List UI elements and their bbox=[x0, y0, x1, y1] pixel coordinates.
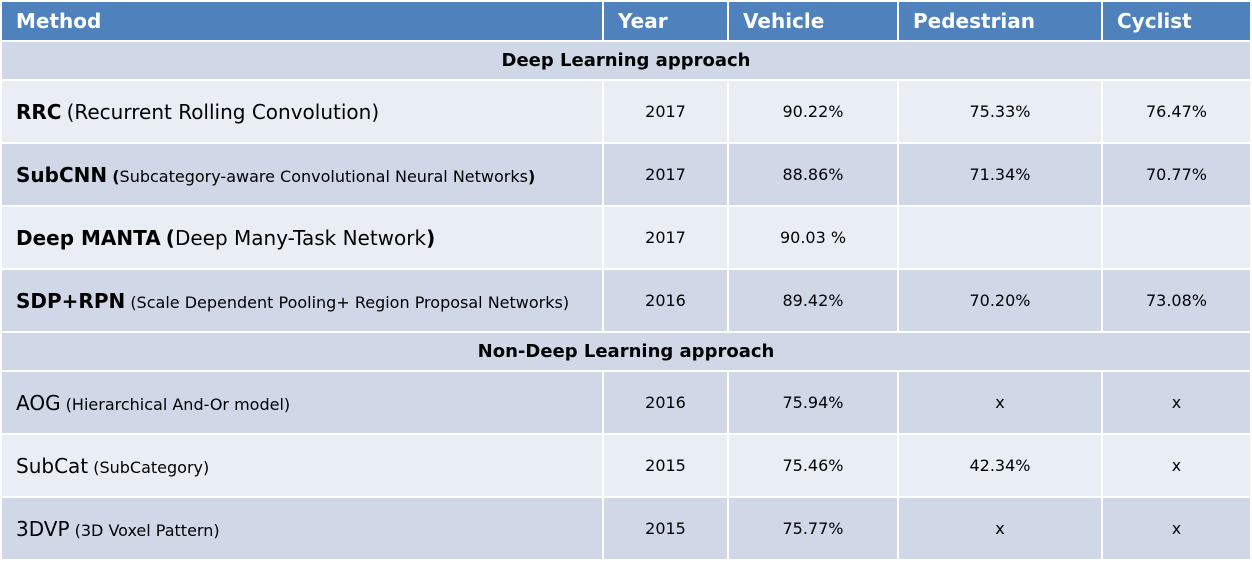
pedestrian-cell: x bbox=[897, 496, 1103, 561]
year-cell: 2015 bbox=[602, 433, 729, 498]
results-table: Method Year Vehicle Pedestrian Cyclist D… bbox=[0, 0, 1252, 561]
year-cell: 2016 bbox=[602, 268, 729, 333]
method-cell: AOG (Hierarchical And-Or model) bbox=[0, 370, 604, 435]
year-cell: 2017 bbox=[602, 205, 729, 270]
method-cell: RRC (Recurrent Rolling Convolution) bbox=[0, 79, 604, 144]
year-cell: 2016 bbox=[602, 370, 729, 435]
method-name: SubCNN bbox=[16, 162, 108, 187]
method-description: (Scale Dependent Pooling+ Region Proposa… bbox=[130, 292, 570, 312]
method-description-open: ( bbox=[112, 166, 120, 186]
method-name: Deep MANTA bbox=[16, 225, 161, 250]
pedestrian-cell: 42.34% bbox=[897, 433, 1103, 498]
vehicle-cell: 90.03 % bbox=[727, 205, 899, 270]
column-header-year: Year bbox=[602, 0, 729, 42]
pedestrian-cell: 75.33% bbox=[897, 79, 1103, 144]
method-name: RRC bbox=[16, 99, 62, 124]
method-name: SubCat bbox=[16, 453, 89, 478]
method-cell: SubCNN (Subcategory-aware Convolutional … bbox=[0, 142, 604, 207]
vehicle-cell: 88.86% bbox=[727, 142, 899, 207]
section-row-deep-learning: Deep Learning approach bbox=[0, 40, 1252, 81]
method-description: (Recurrent Rolling Convolution) bbox=[66, 99, 380, 124]
method-description: (SubCategory) bbox=[93, 457, 210, 477]
year-cell: 2017 bbox=[602, 142, 729, 207]
cyclist-cell: x bbox=[1101, 496, 1252, 561]
table-row: SDP+RPN (Scale Dependent Pooling+ Region… bbox=[0, 268, 1252, 333]
method-description: Subcategory-aware Convolutional Neural N… bbox=[119, 166, 528, 186]
cyclist-cell: 76.47% bbox=[1101, 79, 1252, 144]
method-name: SDP+RPN bbox=[16, 288, 126, 313]
table-row: RRC (Recurrent Rolling Convolution) 2017… bbox=[0, 79, 1252, 144]
method-cell: Deep MANTA (Deep Many-Task Network) bbox=[0, 205, 604, 270]
method-description-close: ) bbox=[527, 166, 536, 186]
method-description: Deep Many-Task Network bbox=[174, 225, 427, 250]
column-header-pedestrian: Pedestrian bbox=[897, 0, 1103, 42]
table-row: SubCNN (Subcategory-aware Convolutional … bbox=[0, 142, 1252, 207]
method-description: (3D Voxel Pattern) bbox=[74, 520, 220, 540]
pedestrian-cell: x bbox=[897, 370, 1103, 435]
column-header-method: Method bbox=[0, 0, 604, 42]
cyclist-cell: x bbox=[1101, 370, 1252, 435]
vehicle-cell: 75.46% bbox=[727, 433, 899, 498]
method-cell: SubCat (SubCategory) bbox=[0, 433, 604, 498]
table-row: SubCat (SubCategory) 2015 75.46% 42.34% … bbox=[0, 433, 1252, 498]
method-description-close: ) bbox=[426, 225, 436, 250]
method-cell: 3DVP (3D Voxel Pattern) bbox=[0, 496, 604, 561]
method-name: 3DVP bbox=[16, 516, 70, 541]
table-row: Deep MANTA (Deep Many-Task Network) 2017… bbox=[0, 205, 1252, 270]
section-title: Non-Deep Learning approach bbox=[0, 331, 1252, 372]
method-cell: SDP+RPN (Scale Dependent Pooling+ Region… bbox=[0, 268, 604, 333]
pedestrian-cell: 70.20% bbox=[897, 268, 1103, 333]
section-row-non-deep-learning: Non-Deep Learning approach bbox=[0, 331, 1252, 372]
pedestrian-cell bbox=[897, 205, 1103, 270]
column-header-vehicle: Vehicle bbox=[727, 0, 899, 42]
section-title: Deep Learning approach bbox=[0, 40, 1252, 81]
pedestrian-cell: 71.34% bbox=[897, 142, 1103, 207]
vehicle-cell: 75.77% bbox=[727, 496, 899, 561]
cyclist-cell: 70.77% bbox=[1101, 142, 1252, 207]
year-cell: 2017 bbox=[602, 79, 729, 144]
cyclist-cell: 73.08% bbox=[1101, 268, 1252, 333]
header-row: Method Year Vehicle Pedestrian Cyclist bbox=[0, 0, 1252, 42]
cyclist-cell: x bbox=[1101, 433, 1252, 498]
vehicle-cell: 89.42% bbox=[727, 268, 899, 333]
method-name: AOG bbox=[16, 390, 61, 415]
cyclist-cell bbox=[1101, 205, 1252, 270]
method-description-open: ( bbox=[165, 225, 175, 250]
table-row: 3DVP (3D Voxel Pattern) 2015 75.77% x x bbox=[0, 496, 1252, 561]
method-description: (Hierarchical And-Or model) bbox=[65, 394, 291, 414]
column-header-cyclist: Cyclist bbox=[1101, 0, 1252, 42]
vehicle-cell: 75.94% bbox=[727, 370, 899, 435]
vehicle-cell: 90.22% bbox=[727, 79, 899, 144]
year-cell: 2015 bbox=[602, 496, 729, 561]
table-row: AOG (Hierarchical And-Or model) 2016 75.… bbox=[0, 370, 1252, 435]
